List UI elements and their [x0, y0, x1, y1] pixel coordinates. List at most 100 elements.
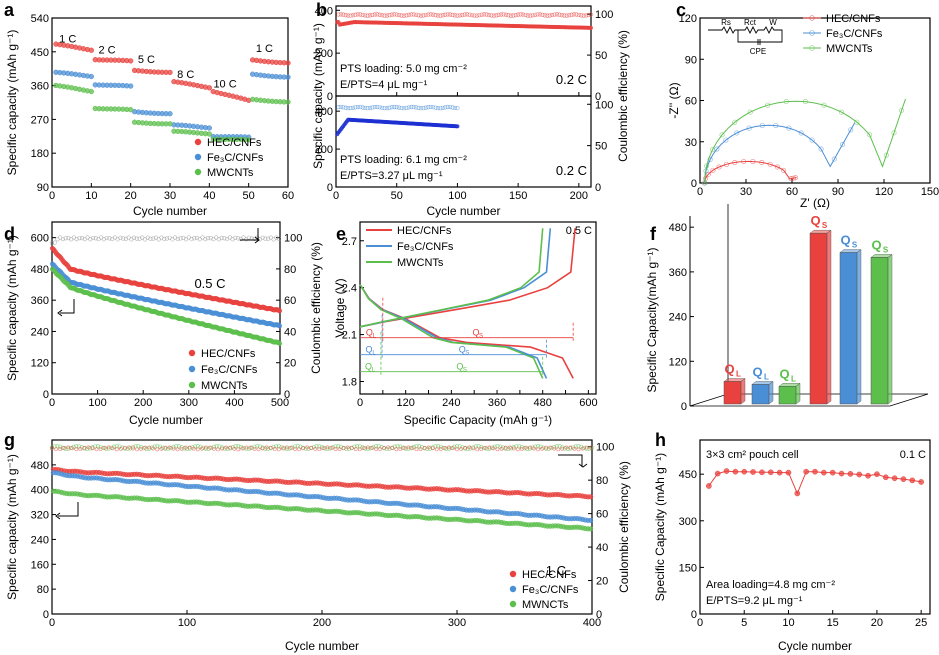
ce-point: [338, 12, 343, 17]
arrowhead: [55, 512, 61, 520]
ce-point: [305, 445, 310, 450]
ce-point: [372, 104, 377, 110]
discharge-curve: [359, 284, 544, 379]
ce-point: [171, 446, 176, 451]
x-tick-label: 50: [391, 190, 403, 202]
ce-point: [426, 105, 431, 110]
x-tick-label: 200: [134, 397, 152, 409]
ce-point: [494, 13, 499, 18]
legend-label: HEC/CNFs: [397, 225, 452, 237]
x-tick-label: 10: [782, 617, 794, 629]
ce-point: [248, 445, 253, 450]
ce-point: [163, 445, 168, 450]
ce-point: [63, 236, 68, 241]
ce-point: [438, 444, 443, 449]
y2-tick-label: 40: [284, 326, 296, 338]
ce-point: [241, 445, 246, 451]
ce-point: [848, 127, 854, 133]
ce-point: [484, 12, 489, 17]
ce-point: [235, 236, 241, 241]
nyquist-line: [704, 122, 856, 184]
data-point: [759, 469, 765, 476]
ql-label: Q: [365, 362, 372, 372]
ce-point: [568, 446, 573, 451]
ce-point: [569, 12, 574, 17]
ce-point: [445, 12, 450, 17]
x-tick-label: 30: [164, 190, 176, 202]
ce-point: [255, 444, 260, 449]
ce-point: [228, 445, 233, 450]
ce-point: [365, 106, 370, 111]
ce-point: [260, 445, 265, 450]
ce-point: [523, 12, 528, 18]
circuit-diagram-icon: Rs Rct W CPE: [708, 18, 783, 56]
ce-point: [525, 13, 530, 18]
data-point: [206, 85, 212, 91]
data-point: [128, 58, 134, 64]
ce-point: [389, 12, 394, 17]
data-point: [167, 69, 173, 76]
legend-label: Fe₃C/CNFs: [201, 364, 258, 376]
ce-point: [409, 446, 414, 451]
qs-subscript: S: [465, 351, 469, 357]
bar-label-subscript: S: [883, 245, 889, 254]
arrowhead: [57, 309, 63, 317]
ce-point: [317, 447, 322, 452]
ce-point: [734, 130, 740, 136]
y2-tick-label: 0: [284, 389, 290, 401]
ce-point: [507, 445, 512, 450]
ce-point: [70, 446, 75, 451]
x-tick-label: 480: [534, 397, 552, 409]
ce-point: [390, 446, 395, 450]
ce-point: [467, 445, 472, 450]
ce-point: [107, 236, 112, 241]
ce-point: [528, 445, 532, 450]
ce-point: [431, 12, 436, 17]
ce-point: [187, 445, 192, 450]
ce-point: [175, 236, 180, 242]
legend-label: MWCNTs: [397, 257, 444, 269]
qs-subscript: S: [479, 334, 483, 340]
ce-point: [222, 236, 227, 241]
ce-point: [333, 444, 338, 449]
data-point: [767, 469, 774, 476]
bar-label-subscript: L: [764, 372, 769, 381]
ce-point: [68, 445, 73, 451]
x-tick-label: 20: [125, 190, 137, 202]
ce-point: [544, 445, 549, 450]
x-tick-label: 0: [357, 397, 363, 409]
ce-point: [750, 159, 756, 165]
legend-marker: [194, 153, 202, 161]
ce-point: [705, 171, 711, 177]
ce-point: [430, 446, 435, 451]
ce-point: [121, 236, 126, 241]
panel-a: 0 10 20 30 40 50 60 90 180 270 360 450 540 1 C 2 C 5 C 8…: [5, 13, 294, 218]
bar-top: [809, 229, 832, 234]
bar-side: [826, 229, 832, 405]
ce-point: [759, 123, 765, 129]
ce-point: [422, 446, 427, 450]
ce-point: [519, 446, 524, 451]
ce-point: [240, 446, 245, 451]
ce-point: [523, 445, 528, 450]
bar-top: [839, 249, 862, 253]
y2-tick-label: 50: [595, 141, 607, 153]
y2-tick-label: 0: [596, 609, 602, 621]
ce-point: [818, 146, 824, 152]
y2-axis-label: Coulombic efficiency (%): [309, 242, 323, 374]
ce-point: [554, 12, 560, 17]
ratio-note: E/PTS=9.2 μL mg⁻¹: [706, 595, 803, 607]
ce-point: [552, 446, 557, 451]
ce-point: [511, 445, 516, 450]
ce-point: [572, 446, 577, 451]
ce-point: [179, 446, 184, 451]
ce-point: [66, 446, 71, 451]
ce-point: [891, 130, 897, 136]
ce-point: [410, 446, 415, 451]
bar-side: [768, 381, 774, 405]
y-tick-label: 360: [31, 295, 49, 307]
x-axis-label: Z' (Ω): [800, 196, 830, 210]
ce-point: [469, 13, 475, 18]
y2-tick-label: 20: [284, 358, 296, 370]
x-tick-label: 50: [243, 190, 255, 202]
